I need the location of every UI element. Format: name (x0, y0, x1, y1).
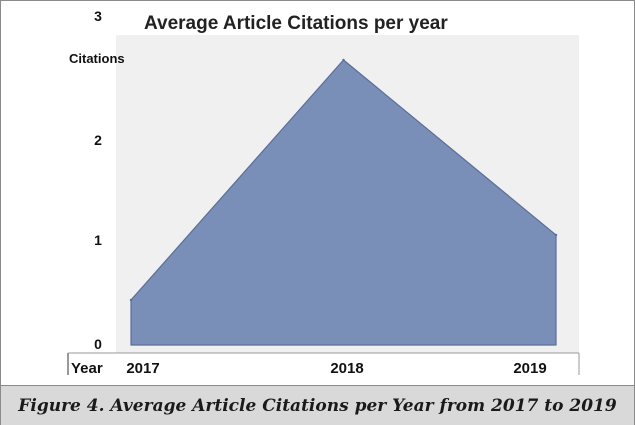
area-series (130, 59, 557, 346)
figure-caption: Figure 4. Average Article Citations per … (18, 395, 617, 416)
chart-area: Average Article Citations per year Citati… (1, 1, 634, 385)
data-point-2018 (342, 58, 345, 62)
x-tick-label-2017: 2017 (126, 360, 159, 377)
y-tick-label-1: 1 (94, 232, 102, 248)
x-axis-label: Year (71, 360, 103, 377)
chart-title: Average Article Citations per year (144, 13, 448, 34)
x-tick-label-2018: 2018 (330, 360, 363, 377)
caption-bar: Figure 4. Average Article Citations per … (1, 385, 634, 425)
y-tick-label-3: 3 (94, 8, 102, 24)
data-point-2019 (554, 233, 558, 237)
area-chart: Average Article Citations per year Citati… (67, 8, 580, 377)
y-tick-label-2: 2 (94, 132, 102, 148)
y-axis-label: Citations (69, 51, 125, 66)
data-point-2017 (129, 298, 133, 302)
y-tick-label-0: 0 (94, 336, 102, 352)
x-tick-label-2019: 2019 (513, 360, 546, 377)
